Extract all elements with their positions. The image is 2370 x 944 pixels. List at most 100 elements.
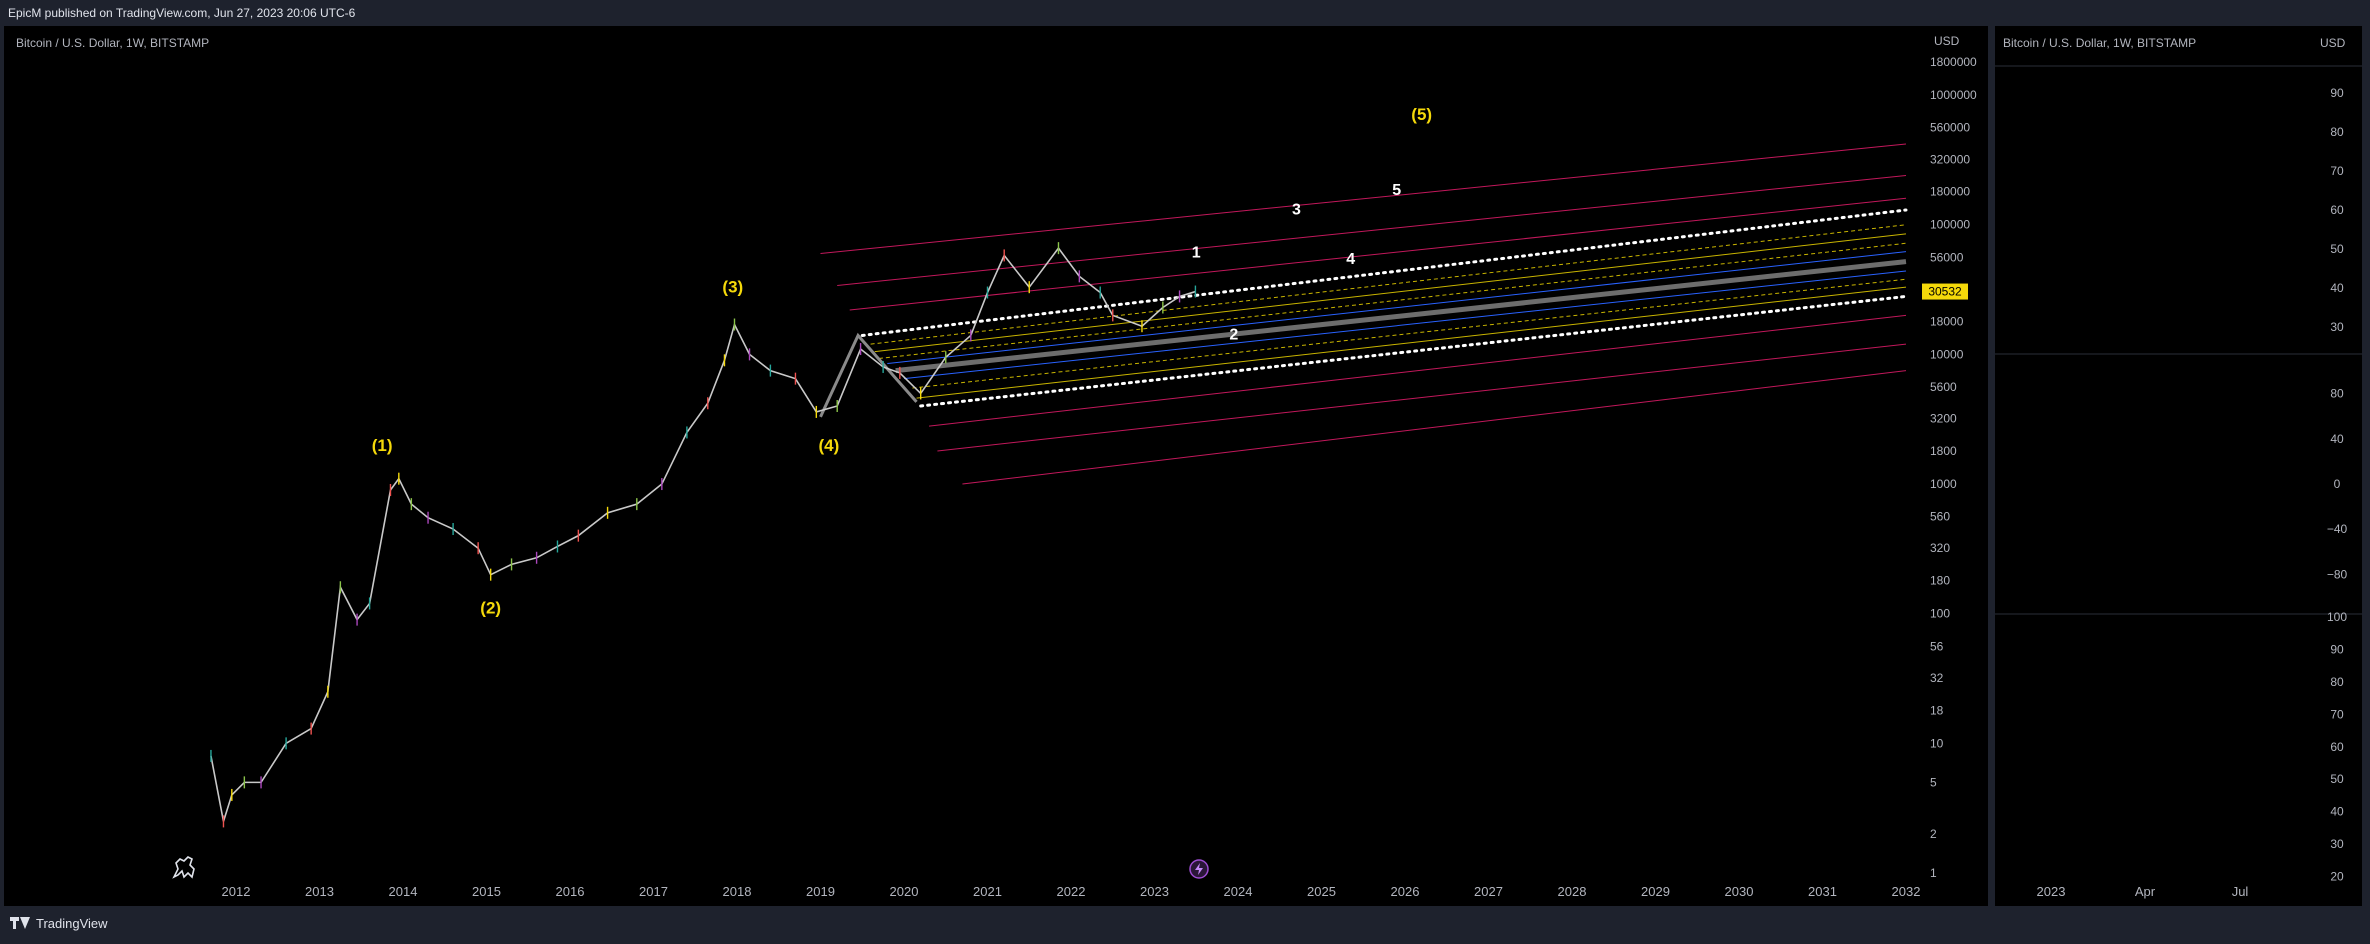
channel-line (962, 370, 1907, 485)
y-tick-label: 56000 (1930, 250, 1964, 264)
channel-lines (820, 143, 1908, 485)
currency-label: USD (1934, 34, 1960, 48)
publish-bar: EpicM published on TradingView.com, Jun … (0, 0, 2370, 26)
zigzag-drawing (819, 332, 918, 418)
wave-label: (3) (722, 278, 743, 297)
last-price-label: 30532 (1928, 285, 1962, 299)
channel-line (820, 143, 1907, 255)
y-tick-label: 320000 (1930, 152, 1970, 166)
y-axis: 1800000 1000000 560000 320000 180000 100000 56… (1930, 55, 1977, 880)
channel-line (928, 314, 1907, 427)
dino-icon (172, 856, 195, 879)
sub-wave-label: 5 (1392, 182, 1401, 199)
x-tick-label: 2030 (1725, 884, 1754, 899)
channel-line (887, 251, 1907, 365)
tradingview-icon (10, 916, 30, 931)
side-y-tick-label: 0 (2334, 477, 2341, 491)
y-tick-label: 180000 (1930, 185, 1970, 199)
x-tick-label: 2018 (723, 884, 752, 899)
y-tick-label: 560 (1930, 510, 1950, 524)
side-y-tick-label: 80 (2330, 125, 2344, 139)
wave-label: (2) (480, 599, 501, 618)
side-y-tick-label: 50 (2330, 242, 2344, 256)
y-tick-label: 2 (1930, 827, 1937, 841)
x-axis: 2012 2013 2014 2015 2016 2017 2018 2019 2020 2021… (222, 884, 1921, 899)
last-price-badge (1922, 283, 1968, 300)
lightning-icon[interactable] (1189, 859, 1209, 879)
y-tick-label: 10 (1930, 736, 1944, 750)
side-y-tick-label: 20 (2330, 869, 2344, 883)
side-y-tick-label: 50 (2330, 772, 2344, 786)
price-chart[interactable]: (1) (2) (3) (4) (5) 1 2 3 4 5 1800000 1000000 56000… (4, 26, 1988, 906)
wave-label: (4) (818, 436, 839, 455)
side-symbol-title: Bitcoin / U.S. Dollar, 1W, BITSTAMP (2003, 36, 2197, 50)
publish-text: EpicM published on TradingView.com, Jun … (8, 6, 356, 20)
y-tick-label: 560000 (1930, 121, 1970, 135)
side-y-tick-label: 100 (2327, 610, 2347, 624)
channel-line (874, 233, 1907, 353)
footer-bar: TradingView (0, 906, 2370, 944)
main-chart-pane[interactable]: Bitcoin / U.S. Dollar, 1W, BITSTAMP USD … (4, 26, 1988, 906)
side-y-tick-label: 60 (2330, 740, 2344, 754)
zigzag-line (819, 332, 918, 418)
side-y-tick-label: 40 (2330, 432, 2344, 446)
y-tick-label: 1800000 (1930, 55, 1977, 69)
side-currency-label: USD (2320, 36, 2346, 50)
y-tick-label: 3200 (1930, 412, 1957, 426)
wave-label: (5) (1411, 105, 1432, 124)
x-tick-label: 2015 (472, 884, 501, 899)
side-y-tick-label: 70 (2330, 707, 2344, 721)
side-y-tick-label: 90 (2330, 86, 2344, 100)
y-tick-label: 56 (1930, 639, 1944, 653)
side-x-tick-label: 2023 (2037, 884, 2066, 899)
y-tick-label: 18000 (1930, 314, 1964, 328)
side-y-tick-label: 40 (2330, 281, 2344, 295)
channel-line (895, 259, 1907, 374)
side-y-tick-label: −80 (2327, 567, 2348, 581)
side-y-tick-label: 30 (2330, 837, 2344, 851)
sub-wave-label: 3 (1292, 201, 1301, 218)
x-tick-label: 2014 (389, 884, 418, 899)
channel-line (937, 343, 1907, 452)
tradingview-logo[interactable]: TradingView (10, 916, 108, 931)
y-tick-label: 1800 (1930, 444, 1957, 458)
last-price-badge-group: 30532 (1922, 283, 1968, 300)
x-tick-label: 2024 (1224, 884, 1253, 899)
x-tick-label: 2020 (890, 884, 919, 899)
x-tick-label: 2023 (1140, 884, 1169, 899)
x-tick-label: 2021 (973, 884, 1002, 899)
brand-label: TradingView (36, 916, 108, 931)
channel-line (870, 224, 1907, 345)
side-y-tick-label: 90 (2330, 643, 2344, 657)
sub-wave-label: 2 (1229, 327, 1238, 344)
side-y-tick-label: −40 (2327, 522, 2348, 536)
wave-labels: (1) (2) (3) (4) (5) 1 2 3 4 5 (372, 105, 1432, 617)
x-tick-label: 2031 (1808, 884, 1837, 899)
channel-line (837, 174, 1907, 286)
x-tick-label: 2017 (639, 884, 668, 899)
y-tick-label: 5 (1930, 775, 1937, 789)
side-y-tick-label: 80 (2330, 675, 2344, 689)
wave-label: (1) (372, 436, 393, 455)
indicator-panels[interactable]: 90 80 70 60 50 40 30 80 40 0 −40 −80 100 90 80 70 60 50 40… (1995, 26, 2362, 906)
x-tick-label: 2019 (806, 884, 835, 899)
y-tick-label: 10000 (1930, 347, 1964, 361)
y-tick-label: 1 (1930, 866, 1937, 880)
x-tick-label: 2022 (1057, 884, 1086, 899)
side-y-tick-label: 40 (2330, 805, 2344, 819)
channel-line (919, 294, 1908, 408)
side-y-tick-label: 30 (2330, 320, 2344, 334)
sub-wave-label: 4 (1346, 251, 1355, 268)
side-chart-pane[interactable]: Bitcoin / U.S. Dollar, 1W, BITSTAMP USD … (1995, 26, 2362, 906)
y-tick-label: 1000000 (1930, 88, 1977, 102)
x-tick-label: 2028 (1558, 884, 1587, 899)
side-y-tick-label: 80 (2330, 387, 2344, 401)
y-tick-label: 18 (1930, 703, 1944, 717)
symbol-title: Bitcoin / U.S. Dollar, 1W, BITSTAMP (16, 36, 210, 50)
y-tick-label: 100000 (1930, 218, 1970, 232)
side-y-tick-label: 70 (2330, 164, 2344, 178)
channel-line (916, 286, 1907, 399)
x-tick-label: 2013 (305, 884, 334, 899)
x-tick-label: 2016 (556, 884, 585, 899)
x-tick-label: 2012 (222, 884, 251, 899)
